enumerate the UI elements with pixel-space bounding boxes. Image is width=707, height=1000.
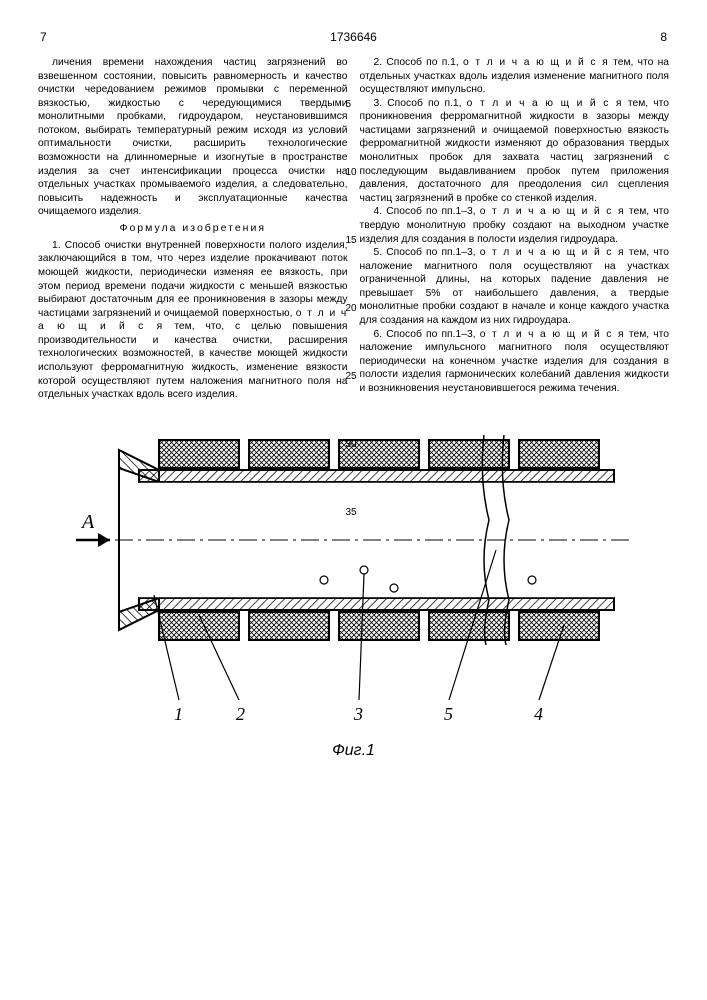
leader-label-1: 1 bbox=[174, 704, 183, 724]
right-paragraph-4: 5. Способ по пп.1–3, о т л и ч а ю щ и й… bbox=[360, 246, 670, 327]
claim-4-spaced: о т л и ч а ю щ и й с я bbox=[480, 206, 625, 217]
right-paragraph-1: 2. Способ по п.1, о т л и ч а ю щ и й с … bbox=[360, 56, 670, 97]
claim-2-prefix: 2. Способ по п.1, bbox=[374, 57, 463, 68]
arrow-a: А bbox=[76, 511, 110, 547]
figure-diagram: А 1 2 3 5 4 bbox=[64, 420, 644, 740]
column-right: 5 10 15 20 25 30 35 2. Способ по п.1, о … bbox=[360, 56, 670, 402]
figure-label: Фиг.1 bbox=[38, 742, 669, 760]
upper-coil-row bbox=[159, 440, 599, 468]
document-number: 1736646 bbox=[330, 30, 377, 44]
claim-5-prefix: 5. Способ по пп.1–3, bbox=[374, 247, 480, 258]
claim-5-spaced: о т л и ч а ю щ и й с я bbox=[480, 247, 625, 258]
text-columns: личения времени нахождения частиц загряз… bbox=[38, 56, 669, 402]
page-num-left: 7 bbox=[40, 30, 47, 44]
line-number: 25 bbox=[346, 370, 357, 383]
line-number: 30 bbox=[346, 438, 357, 451]
page-header: 7 1736646 8 bbox=[38, 30, 669, 44]
leader-label-4: 4 bbox=[534, 704, 543, 724]
formula-header: Формула изобретения bbox=[38, 222, 348, 236]
claim-3-spaced: о т л и ч а ю щ и й с я bbox=[467, 98, 623, 109]
arrow-label: А bbox=[80, 511, 95, 533]
line-number: 35 bbox=[346, 506, 357, 519]
column-left: личения времени нахождения частиц загряз… bbox=[38, 56, 348, 402]
page-num-right: 8 bbox=[660, 30, 667, 44]
claim-5-suffix: тем, что наложение магнитного поля осуще… bbox=[360, 247, 670, 326]
claim-6-prefix: 6. Способ по пп.1–3, bbox=[374, 329, 480, 340]
leader-label-2: 2 bbox=[236, 704, 245, 724]
line-number: 5 bbox=[346, 98, 352, 111]
claim-2-spaced: о т л и ч а ю щ и й с я bbox=[463, 57, 609, 68]
right-paragraph-3: 4. Способ по пп.1–3, о т л и ч а ю щ и й… bbox=[360, 205, 670, 246]
leader-labels: 1 2 3 5 4 bbox=[174, 704, 543, 724]
claim-3-prefix: 3. Способ по п.1, bbox=[374, 98, 467, 109]
left-paragraph-1: личения времени нахождения частиц загряз… bbox=[38, 56, 348, 219]
line-number: 10 bbox=[346, 166, 357, 179]
right-paragraph-5: 6. Способ по пп.1–3, о т л и ч а ю щ и й… bbox=[360, 328, 670, 396]
claim-3-suffix: тем, что проникновения ферромагнитной жи… bbox=[360, 98, 670, 204]
left-paragraph-2: 1. Способ очистки внутренней поверхности… bbox=[38, 239, 348, 402]
leader-label-5: 5 bbox=[444, 704, 453, 724]
claim-6-spaced: о т л и ч а ю щ и й с я bbox=[480, 329, 625, 340]
leader-label-3: 3 bbox=[353, 704, 363, 724]
line-number: 15 bbox=[346, 234, 357, 247]
right-paragraph-2: 3. Способ по п.1, о т л и ч а ю щ и й с … bbox=[360, 97, 670, 206]
lower-coil-row bbox=[159, 612, 599, 640]
claim-1-suffix: тем, что, с целью повышения производител… bbox=[38, 321, 348, 400]
claim-4-prefix: 4. Способ по пп.1–3, bbox=[374, 206, 480, 217]
line-number: 20 bbox=[346, 302, 357, 315]
